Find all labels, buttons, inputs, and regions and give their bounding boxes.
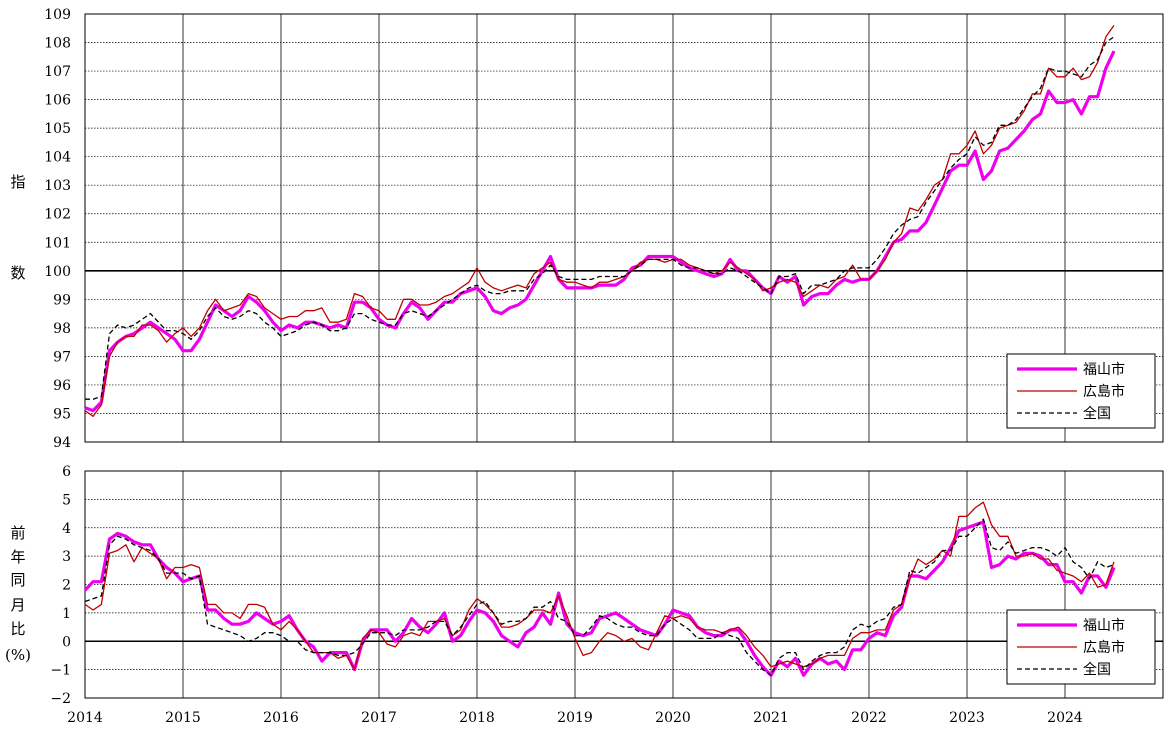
- y-axis-label-char: 年: [10, 548, 25, 566]
- y-axis-label-char: 同: [10, 571, 25, 589]
- x-tick-label: 2019: [557, 710, 593, 726]
- y-tick-label: 4: [62, 521, 71, 537]
- y-axis-label-char: 前: [10, 524, 25, 542]
- x-tick-label: 2017: [361, 710, 397, 726]
- x-tick-label: 2014: [67, 710, 103, 726]
- y-tick-label: 96: [53, 378, 71, 394]
- x-tick-label: 2020: [655, 710, 691, 726]
- y-tick-label: −2: [50, 691, 71, 707]
- series-line-national: [84, 518, 1115, 676]
- y-tick-label: 1: [62, 606, 71, 622]
- y-tick-label: 5: [62, 492, 71, 508]
- y-axis-label-char: 数: [10, 264, 25, 282]
- y-tick-label: 101: [44, 235, 71, 251]
- y-tick-label: 99: [53, 292, 71, 308]
- x-tick-label: 2023: [949, 710, 985, 726]
- y-tick-label: 105: [44, 121, 71, 137]
- y-tick-label: −1: [50, 663, 71, 679]
- legend-label: 全国: [1083, 661, 1111, 678]
- x-tick-label: 2018: [459, 710, 495, 726]
- y-tick-label: 106: [44, 93, 71, 109]
- series-line-hiroshima: [84, 501, 1115, 671]
- y-tick-label: 2: [62, 578, 71, 594]
- y-tick-label: 107: [44, 64, 71, 80]
- y-tick-label: 109: [44, 7, 71, 23]
- x-tick-label: 2024: [1047, 710, 1083, 726]
- y-tick-label: 94: [53, 435, 71, 451]
- y-tick-label: 104: [44, 150, 71, 166]
- legend-label: 広島市: [1083, 383, 1125, 400]
- y-tick-label: 98: [53, 321, 71, 337]
- legend-label: 福山市: [1083, 617, 1125, 634]
- y-tick-label: 97: [53, 349, 71, 365]
- series-line-fukuyama: [84, 50, 1116, 413]
- legend-label: 福山市: [1083, 361, 1125, 378]
- y-tick-label: 0: [62, 634, 71, 650]
- y-axis-label-char: (%): [5, 646, 31, 664]
- series-line-national: [85, 36, 1115, 400]
- y-axis-label-char: 指: [10, 173, 25, 191]
- plot-frame: [84, 470, 1164, 699]
- legend-label: 広島市: [1083, 639, 1125, 656]
- y-tick-label: 108: [44, 36, 71, 52]
- y-tick-label: 6: [62, 464, 71, 480]
- x-tick-label: 2015: [165, 710, 201, 726]
- x-tick-label: 2022: [851, 710, 887, 726]
- x-tick-label: 2021: [753, 710, 789, 726]
- y-tick-label: 100: [44, 264, 71, 280]
- y-axis-label-char: 月: [10, 596, 25, 614]
- series-line-fukuyama: [83, 520, 1116, 677]
- plot-frame: [84, 13, 1164, 443]
- y-tick-label: 95: [53, 406, 71, 422]
- x-tick-label: 2016: [263, 710, 299, 726]
- y-tick-label: 103: [44, 178, 71, 194]
- y-axis-label-char: 比: [10, 620, 25, 638]
- y-tick-label: 102: [44, 207, 71, 223]
- panel-1: 94 95 96 97 98 99 100 101 102 103 104 105 106 107 108 1…: [10, 7, 1164, 451]
- legend-label: 全国: [1083, 405, 1111, 422]
- series-line-hiroshima: [84, 25, 1115, 417]
- y-tick-label: 3: [62, 549, 71, 565]
